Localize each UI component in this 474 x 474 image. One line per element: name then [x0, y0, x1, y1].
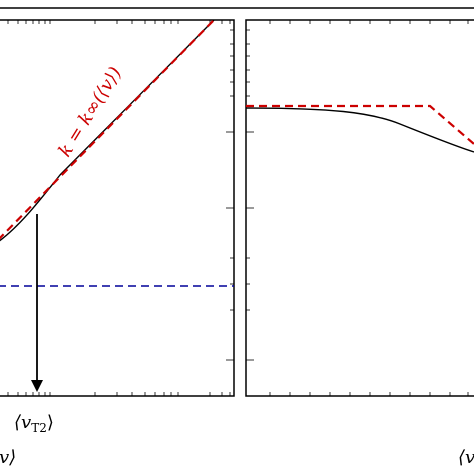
left-right-ticks	[226, 29, 234, 361]
left-series-1-dashed-red	[0, 19, 215, 240]
arrow-label: ⟨vT2⟩	[14, 412, 54, 435]
right-plot-area	[245, 104, 474, 153]
right-bottom-ticks	[269, 392, 469, 396]
left-plot-area	[0, 19, 234, 392]
arrow-label-close: ⟩	[47, 412, 54, 433]
right-left-ticks	[246, 29, 254, 361]
arrow-label-main: ⟨v	[14, 412, 31, 433]
vt2-arrow-head	[31, 380, 43, 392]
left-top-ticks	[7, 20, 231, 24]
right-panel-frame	[245, 19, 474, 397]
right-series-1-dashed-red	[246, 104, 474, 145]
right-series-0-solid-black	[245, 107, 474, 153]
arrow-label-sub: T2	[31, 421, 47, 435]
right-xlabel: ⟨v	[458, 447, 474, 468]
left-bottom-ticks	[7, 392, 231, 396]
right-panel: ⟨v	[245, 19, 474, 468]
left-series-0-solid-black	[0, 19, 215, 242]
left-panel: k = k∞(⟨v⟩) ⟨vT2⟩ v⟩	[0, 19, 235, 468]
right-top-ticks	[269, 20, 469, 24]
left-xlabel: v⟩	[0, 447, 16, 468]
